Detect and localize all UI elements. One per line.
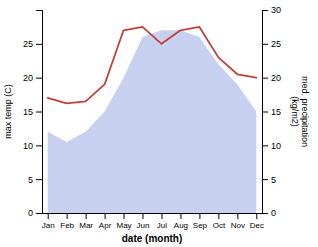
tick: May [116, 213, 131, 230]
tick-mark [36, 78, 42, 79]
tick-mark [262, 112, 268, 113]
tick-mark [262, 10, 268, 11]
x-axis: Jan Feb Mar Apr May Jun Jul Aug Sep Oct Nov Dec [42, 213, 264, 230]
tick: 25 [23, 39, 42, 49]
tick-label: 15 [23, 107, 33, 117]
tick-label: Oct [213, 221, 226, 230]
tick-label: 10 [271, 141, 281, 151]
tick-label: 10 [23, 141, 33, 151]
tick: 30 [262, 5, 281, 15]
y2-axis-title-line: (kg/m2) [290, 96, 300, 127]
tick-mark [180, 213, 181, 219]
tick-mark [36, 44, 42, 45]
tick-label: Nov [231, 221, 245, 230]
tick: Oct [213, 213, 226, 230]
tick: 15 [23, 107, 42, 117]
axis-line [36, 11, 43, 214]
tick: 25 [262, 39, 281, 49]
tick-label: Dec [250, 221, 264, 230]
tick-mark [143, 213, 144, 219]
tick-label: 30 [271, 5, 281, 15]
tick: 5 [262, 175, 276, 185]
tick-mark [36, 112, 42, 113]
tick: 0 [28, 208, 42, 218]
tick-mark [262, 145, 268, 146]
tick-label: 5 [28, 175, 33, 185]
tick-label: Jan [42, 221, 55, 230]
tick-mark [199, 213, 200, 219]
tick-mark [262, 213, 268, 214]
tick-mark [262, 44, 268, 45]
marks [48, 27, 257, 213]
tick-mark [86, 213, 87, 219]
tick: 20 [262, 73, 281, 83]
tick-mark [262, 78, 268, 79]
tick: 20 [23, 73, 42, 83]
x-axis-title: date (month) [122, 233, 183, 244]
tick-mark [161, 213, 162, 219]
tick-mark [262, 179, 268, 180]
tick-mark [237, 213, 238, 219]
tick: Feb [60, 213, 74, 230]
line [48, 27, 257, 103]
tick: Jun [137, 213, 150, 230]
tick-mark [105, 213, 106, 219]
tick-label: 25 [23, 39, 33, 49]
tick: 0 [262, 208, 276, 218]
tick: 5 [28, 175, 42, 185]
tick-mark [218, 213, 219, 219]
tick-mark [36, 145, 42, 146]
y-axis: 0 5 10 15 20 25 [23, 11, 43, 219]
axis-line [43, 213, 263, 214]
tick-mark [67, 213, 68, 219]
tick: Sep [193, 213, 208, 230]
tick-label: Jul [157, 221, 167, 230]
tick: Nov [231, 213, 245, 230]
tick: Jan [42, 213, 55, 230]
chart: Jan Feb Mar Apr May Jun Jul Aug Sep Oct Nov Dec 0 5 10… [0, 0, 318, 247]
tick: 15 [262, 107, 281, 117]
tick-label: Mar [79, 221, 93, 230]
tick-label: 20 [23, 73, 33, 83]
tick-label: Jun [137, 221, 150, 230]
area [48, 30, 257, 213]
tick-mark [48, 213, 49, 219]
tick-mark [256, 213, 257, 219]
tick: 10 [23, 141, 42, 151]
tick-label: 25 [271, 39, 281, 49]
tick-mark [36, 179, 42, 180]
y2-axis: 0 5 10 15 20 25 30 [262, 5, 281, 218]
tick-label: May [116, 221, 131, 230]
tick: Aug [174, 213, 188, 230]
axis-line [263, 11, 269, 214]
tick: 10 [262, 141, 281, 151]
tick-label: 5 [271, 175, 276, 185]
tick-label: Aug [174, 221, 188, 230]
tick-label: Apr [99, 221, 112, 230]
tick-label: Sep [193, 221, 208, 230]
tick-mark [36, 213, 42, 214]
tick-label: 15 [271, 107, 281, 117]
tick: Dec [250, 213, 264, 230]
tick-label: Feb [60, 221, 74, 230]
tick: Mar [79, 213, 93, 230]
plot-area: Jan Feb Mar Apr May Jun Jul Aug Sep Oct Nov Dec 0 5 10… [23, 5, 281, 229]
tick-label: 0 [28, 208, 33, 218]
y2-axis-title-line: med. precipitation [300, 76, 310, 147]
tick-label: 20 [271, 73, 281, 83]
tick-label: 0 [271, 208, 276, 218]
tick-mark [124, 213, 125, 219]
tick: Jul [157, 213, 167, 230]
tick: Apr [99, 213, 112, 230]
y2-axis-title: med. precipitation(kg/m2) [290, 76, 310, 147]
y-axis-title: max temp (C) [3, 84, 13, 139]
